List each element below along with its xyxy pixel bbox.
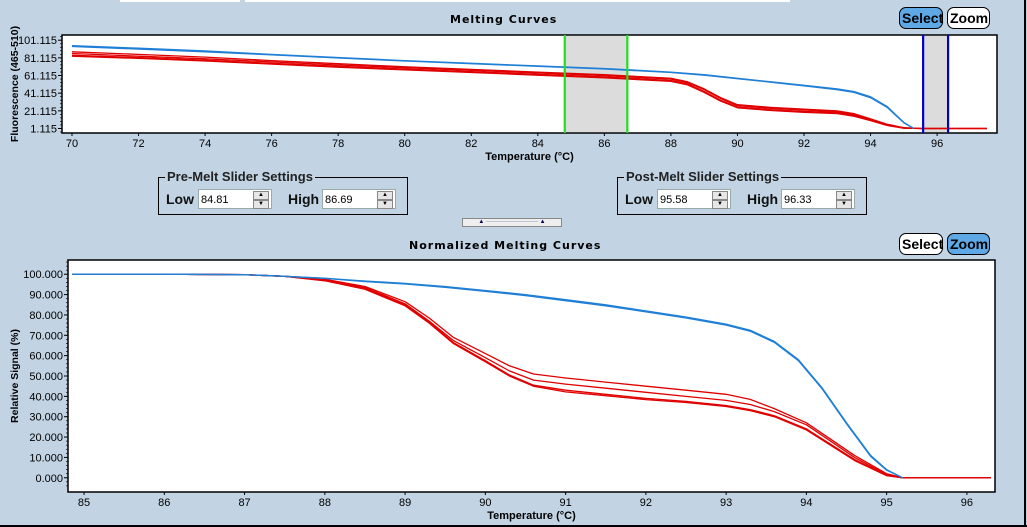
post-melt-low-label: Low [625, 191, 653, 207]
top-chart-x-tick-label: 76 [266, 138, 278, 150]
bottom-chart-x-tick-label: 94 [800, 497, 812, 509]
bottom-chart-y-tick-label: 70.000 [29, 330, 63, 342]
bottom-chart-y-tick-label: 10.000 [29, 452, 63, 464]
window-top-edge [120, 0, 240, 2]
bottom-chart-x-tick-label: 91 [559, 497, 571, 509]
bottom-chart-x-axis-label: Temperature (°C) [487, 510, 576, 522]
bottom-chart-y-tick-label: 0.000 [35, 473, 63, 485]
pre-melt-high-spinner[interactable]: ▲▼ [322, 189, 396, 209]
bottom-chart-y-tick-label: 90.000 [29, 290, 63, 302]
bottom-chart-y-tick-label: 100.000 [23, 269, 63, 281]
frame-right-border [1024, 0, 1026, 527]
spin-up-icon[interactable]: ▲ [377, 191, 393, 200]
top-chart-x-tick-label: 90 [731, 138, 743, 150]
bottom-chart-group: 0.000 10.000 20.000 30.000 40.000 50.000 60.00… [9, 259, 996, 522]
bottom-chart-y-tick-label: 30.000 [29, 412, 63, 424]
bottom-chart-y-tick-label: 80.000 [29, 310, 63, 322]
post-melt-low-spinner[interactable]: ▲▼ [657, 189, 731, 209]
spin-up-icon[interactable]: ▲ [836, 191, 852, 200]
spin-down-icon[interactable]: ▼ [253, 200, 269, 209]
top-chart-title: Melting Curves [450, 13, 558, 26]
bottom-chart-y-axis-label: Relative Signal (%) [9, 329, 21, 423]
top-chart-y-axis-label: Fluorescence (465-510) [9, 26, 21, 142]
bottom-chart-x-tick-label: 87 [238, 497, 250, 509]
window-top-edge [245, 0, 790, 2]
top-chart-x-tick-label: 96 [931, 138, 943, 150]
post-melt-low-input[interactable] [658, 191, 702, 209]
top-chart-x-tick-label: 94 [864, 138, 876, 150]
bottom-chart-series-blue-2 [72, 273, 903, 479]
top-chart-y-tick-label: 81.115 [24, 53, 57, 65]
bottom-chart-title: Normalized Melting Curves [409, 239, 602, 252]
top-chart-x-tick-label: 88 [665, 138, 677, 150]
pre-melt-region [564, 36, 628, 132]
post-melt-high-spinner[interactable]: ▲▼ [781, 189, 855, 209]
post-melt-high-input[interactable] [782, 191, 826, 209]
top-chart-x-tick-label: 86 [598, 138, 610, 150]
top-chart-x-tick-label: 78 [332, 138, 344, 150]
pre-melt-slider-settings: Pre-Melt Slider Settings [158, 169, 408, 215]
frame-bottom-border [0, 525, 1027, 527]
top-chart-x-tick-label: 72 [132, 138, 144, 150]
pre-melt-low-label: Low [166, 191, 194, 207]
pre-melt-high-input[interactable] [323, 191, 367, 209]
bottom-chart-x-tick-label: 86 [158, 497, 170, 509]
spin-up-icon[interactable]: ▲ [253, 191, 269, 200]
panel-splitter-handle[interactable]: ▲ ·························· ▲ [462, 218, 562, 227]
spin-down-icon[interactable]: ▼ [712, 200, 728, 209]
bottom-chart-y-tick-label: 60.000 [29, 351, 63, 363]
bottom-chart-x-tick-label: 85 [78, 497, 90, 509]
top-chart-x-tick-label: 92 [798, 138, 810, 150]
post-melt-high-label: High [747, 191, 779, 207]
top-chart-y-tick-label: 101.115 [18, 35, 57, 47]
pre-melt-low-input[interactable] [199, 191, 243, 209]
top-chart-x-tick-label: 80 [399, 138, 411, 150]
top-chart-y-tick-label: 1.115 [30, 123, 57, 135]
bottom-chart-y-tick-label: 20.000 [29, 432, 63, 444]
top-chart-x-tick-label: 82 [465, 138, 477, 150]
top-chart-x-tick-label: 84 [532, 138, 544, 150]
top-chart-x-tick-label: 74 [199, 138, 211, 150]
bottom-chart-x-tick-label: 88 [319, 497, 331, 509]
bottom-chart-series-red-4 [72, 273, 991, 479]
bottom-chart-x-tick-label: 89 [399, 497, 411, 509]
top-chart-group: 1.115 21.115 41.115 61.115 81.115 101.115 70 72… [9, 26, 998, 163]
bottom-chart-y-tick-label: 50.000 [29, 371, 63, 383]
bottom-chart-x-tick-label: 92 [640, 497, 652, 509]
top-zoom-button[interactable]: Zoom [947, 7, 990, 29]
bottom-chart-x-tick-label: 96 [961, 497, 973, 509]
bottom-select-button[interactable]: Select [899, 233, 943, 255]
bottom-chart-y-tick-label: 40.000 [29, 391, 63, 403]
top-chart-series-red-4 [71, 55, 987, 130]
top-chart-y-tick-label: 61.115 [24, 71, 57, 83]
bottom-chart-x-tick-label: 93 [720, 497, 732, 509]
top-chart-x-tick-label: 70 [66, 138, 78, 150]
spin-up-icon[interactable]: ▲ [712, 191, 728, 200]
bottom-chart-x-tick-label: 95 [881, 497, 893, 509]
post-melt-region [923, 36, 949, 132]
top-chart-x-axis-label: Temperature (°C) [485, 151, 574, 163]
top-chart-series-blue-2 [71, 45, 915, 130]
bottom-zoom-button[interactable]: Zoom [947, 233, 990, 255]
bottom-chart-plot-area [67, 259, 996, 493]
top-chart-y-tick-label: 41.115 [24, 88, 57, 100]
pre-melt-title: Pre-Melt Slider Settings [165, 169, 315, 185]
spin-down-icon[interactable]: ▼ [377, 200, 393, 209]
bottom-chart-x-tick-label: 90 [479, 497, 491, 509]
pre-melt-high-label: High [288, 191, 320, 207]
post-melt-slider-settings: Post-Melt Slider Settings [617, 169, 867, 215]
top-select-button[interactable]: Select [899, 7, 943, 29]
post-melt-title: Post-Melt Slider Settings [624, 169, 782, 185]
spin-down-icon[interactable]: ▼ [836, 200, 852, 209]
top-chart-plot-area [61, 34, 998, 134]
top-chart-y-tick-label: 21.115 [24, 106, 57, 118]
pre-melt-low-spinner[interactable]: ▲▼ [198, 189, 272, 209]
bottom-chart-series-red-2 [72, 273, 991, 479]
